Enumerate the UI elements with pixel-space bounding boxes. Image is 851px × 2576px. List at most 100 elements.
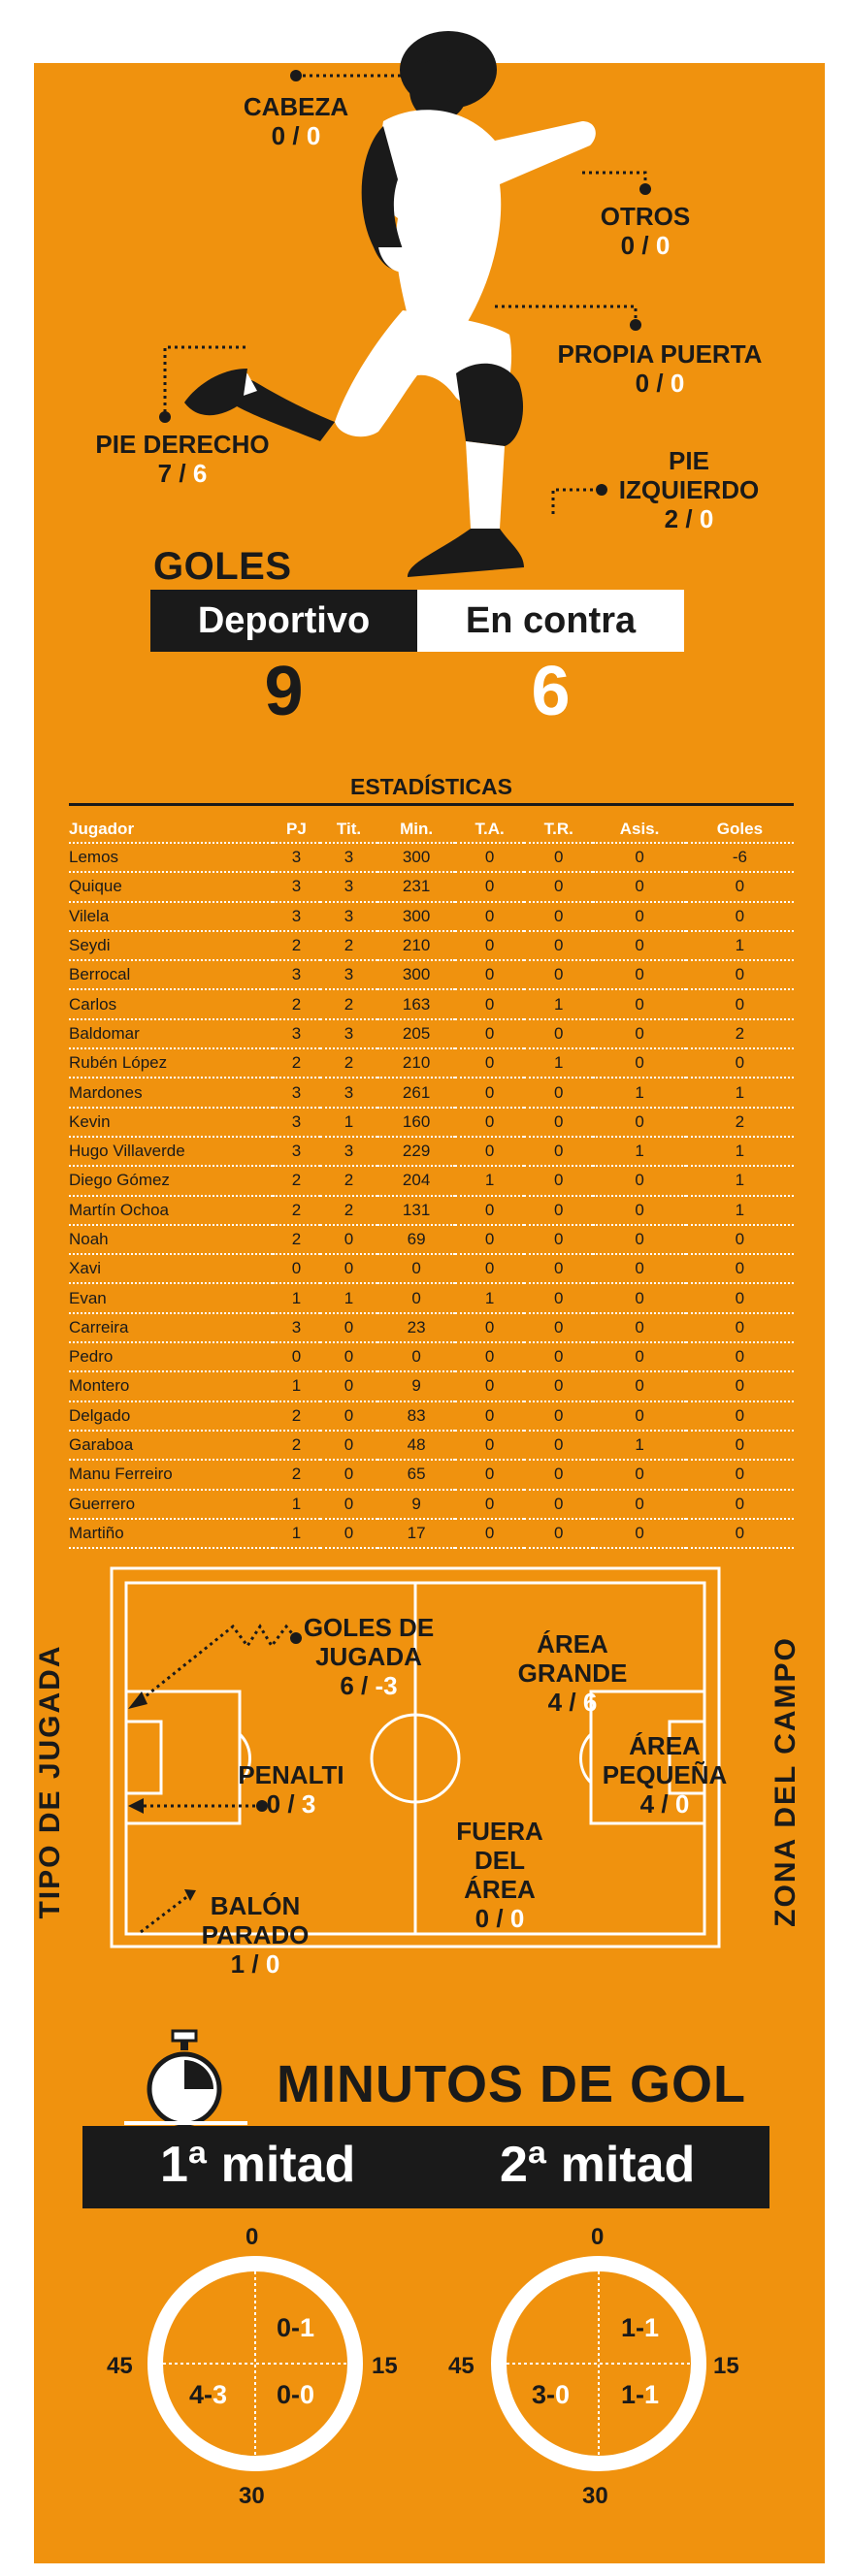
player-name: Kevin — [69, 1107, 273, 1138]
left-foot-label: PIE IZQUIERDO 2 / 0 — [602, 446, 776, 533]
stats-title: ESTADÍSTICAS — [350, 774, 512, 799]
stat-cell: 83 — [377, 1401, 456, 1432]
stats-col-header: Asis. — [593, 817, 686, 844]
first-dial-top: 0 — [245, 2224, 259, 2250]
player-name: Carreira — [69, 1312, 273, 1344]
stat-cell: 0 — [524, 1078, 594, 1109]
stat-cell: 1 — [685, 1166, 794, 1197]
stat-cell: 0 — [593, 1518, 686, 1550]
left-foot-values: 2 / 0 — [664, 504, 714, 533]
right-foot-label: PIE DERECHO 7 / 6 — [85, 430, 279, 488]
stat-cell: 3 — [319, 872, 378, 903]
field-zone-axis: ZONA DEL CAMPO — [769, 1636, 802, 1927]
stat-cell: 2 — [273, 1048, 320, 1079]
stat-cell: 0 — [319, 1489, 378, 1520]
stat-cell: 0 — [593, 901, 686, 932]
stat-cell: 0 — [455, 960, 525, 991]
stat-cell: 0 — [455, 1518, 525, 1550]
stat-cell: 0 — [524, 1342, 594, 1373]
stat-cell: 0 — [685, 1401, 794, 1432]
stat-cell: 0 — [273, 1342, 320, 1373]
player-name: Noah — [69, 1224, 273, 1256]
table-row: Noah 2 0 69 0 0 0 0 — [69, 1224, 794, 1256]
stat-cell: 0 — [593, 1224, 686, 1256]
player-name: Delgado — [69, 1401, 273, 1432]
stat-cell: 1 — [685, 1195, 794, 1226]
stats-col-header: Goles — [685, 817, 794, 844]
stat-cell: 0 — [319, 1224, 378, 1256]
stat-cell: 0 — [685, 1518, 794, 1550]
stat-cell: 0 — [593, 1371, 686, 1402]
stat-cell: 204 — [377, 1166, 456, 1197]
stat-cell: 0 — [524, 1401, 594, 1432]
player-name: Lemos — [69, 843, 273, 874]
player-name: Seydi — [69, 930, 273, 962]
player-name: Berrocal — [69, 960, 273, 991]
second-dial-left: 45 — [448, 2353, 475, 2379]
table-row: Martiño 1 0 17 0 0 0 0 — [69, 1518, 794, 1550]
stat-cell: 0 — [319, 1460, 378, 1491]
stat-cell: 3 — [273, 872, 320, 903]
stat-cell: 2 — [319, 930, 378, 962]
right-small-area — [668, 1720, 706, 1795]
stat-cell: 3 — [319, 1018, 378, 1050]
stat-cell: 0 — [593, 1342, 686, 1373]
stats-title-rule — [69, 803, 794, 806]
stat-cell: 0 — [685, 901, 794, 932]
table-row: Hugo Villaverde 3 3 229 0 0 1 1 — [69, 1136, 794, 1168]
stat-cell: 2 — [273, 930, 320, 962]
second-q1: 1-1 — [621, 2313, 660, 2342]
stat-cell: 1 — [455, 1166, 525, 1197]
goals-title: GOLES — [153, 545, 292, 588]
stats-col-header: Tit. — [319, 817, 378, 844]
goals-against-bar: En contra — [417, 590, 684, 652]
stat-cell: 2 — [319, 1166, 378, 1197]
stat-cell: 2 — [273, 989, 320, 1020]
stat-cell: 0 — [524, 901, 594, 932]
second-dial-top: 0 — [591, 2224, 605, 2250]
stat-cell: 3 — [319, 843, 378, 874]
stat-cell: 210 — [377, 1048, 456, 1079]
stat-cell: 0 — [524, 1283, 594, 1314]
stat-cell: 1 — [685, 1136, 794, 1168]
stat-cell: 0 — [524, 1107, 594, 1138]
stat-cell: 2 — [273, 1166, 320, 1197]
stat-cell: 0 — [593, 1166, 686, 1197]
second-q3: 3-0 — [532, 2380, 571, 2409]
stat-cell: 23 — [377, 1312, 456, 1344]
stat-cell: 1 — [685, 1078, 794, 1109]
stat-cell: 0 — [524, 1371, 594, 1402]
stat-cell: 131 — [377, 1195, 456, 1226]
minutes-title: MINUTOS DE GOL — [277, 2055, 747, 2113]
stat-cell: 0 — [524, 930, 594, 962]
stat-cell: 0 — [593, 1283, 686, 1314]
table-row: Rubén López 2 2 210 0 1 0 0 — [69, 1048, 794, 1079]
stat-cell: 300 — [377, 843, 456, 874]
player-silhouette-icon — [184, 31, 596, 577]
stat-cell: 9 — [377, 1489, 456, 1520]
stat-cell: 0 — [593, 1107, 686, 1138]
table-row: Guerrero 1 0 9 0 0 0 0 — [69, 1489, 794, 1520]
stat-cell: 0 — [593, 1489, 686, 1520]
stat-cell: 210 — [377, 930, 456, 962]
stat-cell: 0 — [593, 1460, 686, 1491]
table-row: Lemos 3 3 300 0 0 0 -6 — [69, 843, 794, 874]
table-row: Mardones 3 3 261 0 0 1 1 — [69, 1078, 794, 1109]
table-row: Baldomar 3 3 205 0 0 0 2 — [69, 1018, 794, 1050]
stat-cell: 3 — [319, 901, 378, 932]
stats-col-header: Jugador — [69, 817, 273, 844]
table-row: Montero 1 0 9 0 0 0 0 — [69, 1371, 794, 1402]
stopwatch-icon — [124, 2029, 247, 2126]
stat-cell: 1 — [273, 1283, 320, 1314]
left-foot-title-1: PIE — [669, 446, 709, 475]
stat-cell: 0 — [524, 1312, 594, 1344]
big-area-label: ÁREA GRANDE 4 / 6 — [517, 1629, 628, 1717]
field-diagram — [110, 1566, 721, 1948]
stat-cell: 0 — [319, 1518, 378, 1550]
table-row: Diego Gómez 2 2 204 1 0 0 1 — [69, 1166, 794, 1197]
stat-cell: 0 — [593, 872, 686, 903]
stat-cell: 0 — [524, 1254, 594, 1285]
center-circle — [370, 1713, 461, 1804]
stat-cell: 0 — [455, 1136, 525, 1168]
goals-team-bar: Deportivo — [150, 590, 417, 652]
